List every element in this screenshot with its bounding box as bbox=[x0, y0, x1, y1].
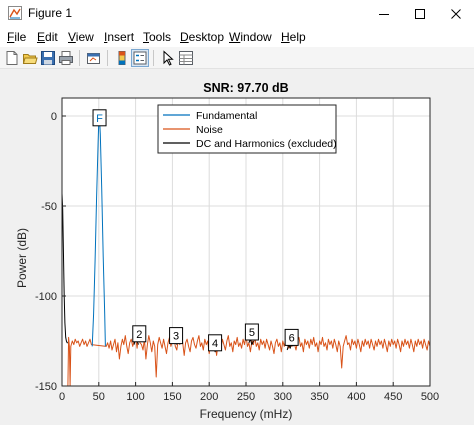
toolbar-separator bbox=[79, 50, 80, 66]
menu-insert[interactable]: Insert bbox=[104, 30, 135, 44]
print-button[interactable] bbox=[57, 49, 75, 67]
new-figure-icon bbox=[6, 51, 18, 65]
x-tick-label: 200 bbox=[200, 391, 218, 403]
menu-help[interactable]: Help bbox=[281, 30, 306, 44]
x-tick-label: 300 bbox=[274, 391, 292, 403]
x-tick-label: 350 bbox=[310, 391, 328, 403]
insert-legend-button[interactable] bbox=[131, 49, 149, 67]
chart-title: SNR: 97.70 dB bbox=[203, 81, 288, 95]
minimize-icon bbox=[379, 13, 389, 15]
menu-desktop[interactable]: Desktop bbox=[180, 30, 225, 44]
property-inspector-button[interactable] bbox=[177, 49, 195, 67]
annotation-box bbox=[169, 327, 184, 345]
insert-colorbar-icon bbox=[118, 51, 126, 65]
annotation-label: 3 bbox=[173, 331, 179, 343]
x-tick-label: 250 bbox=[237, 391, 255, 403]
menu-tools[interactable]: Tools bbox=[143, 30, 172, 44]
legend-entry-label: Fundamental bbox=[196, 110, 257, 122]
x-tick-label: 400 bbox=[347, 391, 365, 403]
y-tick-label: 0 bbox=[51, 111, 57, 123]
matlab-figure-icon bbox=[8, 6, 22, 20]
minimize-button[interactable] bbox=[366, 0, 402, 27]
x-tick-label: 450 bbox=[384, 391, 402, 403]
legend-entry-label: DC and Harmonics (excluded) bbox=[196, 138, 337, 150]
link-plot-icon bbox=[87, 53, 100, 64]
x-tick-label: 500 bbox=[421, 391, 439, 403]
axes-box bbox=[61, 97, 431, 387]
annotation-label: F bbox=[96, 113, 103, 125]
annotation-label: 4 bbox=[212, 338, 218, 350]
legend-entry-label: Noise bbox=[196, 124, 223, 136]
menu-view[interactable]: View bbox=[68, 30, 94, 44]
x-tick-label: 50 bbox=[93, 391, 105, 403]
dc-and-harmonics-excluded-series-line bbox=[62, 193, 68, 344]
toolbar-separator bbox=[153, 50, 154, 66]
figure-toolbar bbox=[0, 47, 474, 69]
noise-series-line bbox=[67, 333, 430, 386]
edit-plot-button[interactable] bbox=[159, 49, 177, 67]
save-icon bbox=[41, 51, 55, 65]
annotation-box bbox=[208, 334, 223, 352]
insert-colorbar-button[interactable] bbox=[113, 49, 131, 67]
open-file-icon bbox=[22, 54, 38, 64]
title-bar: Figure 1 bbox=[0, 0, 474, 27]
annotation-label: 6 bbox=[289, 332, 295, 344]
y-tick-label: -50 bbox=[41, 201, 57, 213]
maximize-button[interactable] bbox=[402, 0, 438, 27]
figure-canvas[interactable]: F 2 3 4 5 6 0 50 100 150 200 250 300 350 400 450 500 0 -5… bbox=[0, 70, 474, 425]
annotation-box bbox=[244, 323, 259, 341]
new-figure-button[interactable] bbox=[3, 49, 21, 67]
menu-window[interactable]: Window bbox=[229, 30, 272, 44]
annotation-box bbox=[132, 325, 147, 343]
insert-legend-icon bbox=[133, 51, 147, 65]
save-button[interactable] bbox=[39, 49, 57, 67]
y-axis-label: Power (dB) bbox=[15, 228, 29, 288]
print-icon bbox=[59, 51, 73, 65]
annotation-label: 5 bbox=[249, 327, 255, 339]
toolbar-separator bbox=[107, 50, 108, 66]
link-plot-button[interactable] bbox=[85, 49, 103, 67]
close-icon bbox=[451, 8, 461, 19]
edit-plot-icon bbox=[163, 50, 174, 66]
x-tick-label: 150 bbox=[163, 391, 181, 403]
annotation-label: 2 bbox=[136, 329, 142, 341]
menu-edit[interactable]: Edit bbox=[37, 30, 58, 44]
open-file-button[interactable] bbox=[21, 49, 39, 67]
y-tick-label: -100 bbox=[35, 291, 57, 303]
y-tick-label: -150 bbox=[35, 381, 57, 393]
x-axis-label: Frequency (mHz) bbox=[200, 407, 293, 421]
plot-area[interactable]: F 2 3 4 5 6 0 50 100 150 200 250 300 350 400 450 500 0 -5… bbox=[0, 70, 474, 425]
x-tick-label: 100 bbox=[126, 391, 144, 403]
close-button[interactable] bbox=[438, 0, 474, 27]
annotation-box bbox=[92, 109, 107, 127]
dc-and-harmonics-excluded-series-line bbox=[248, 338, 254, 346]
window-title: Figure 1 bbox=[28, 6, 73, 20]
menu-file[interactable]: File bbox=[7, 30, 27, 44]
maximize-icon bbox=[415, 8, 425, 19]
annotation-box bbox=[284, 328, 299, 346]
menu-bar: File Edit View Insert Tools Desktop Wind… bbox=[0, 27, 474, 47]
property-inspector-icon bbox=[179, 51, 193, 65]
x-tick-label: 0 bbox=[59, 391, 65, 403]
